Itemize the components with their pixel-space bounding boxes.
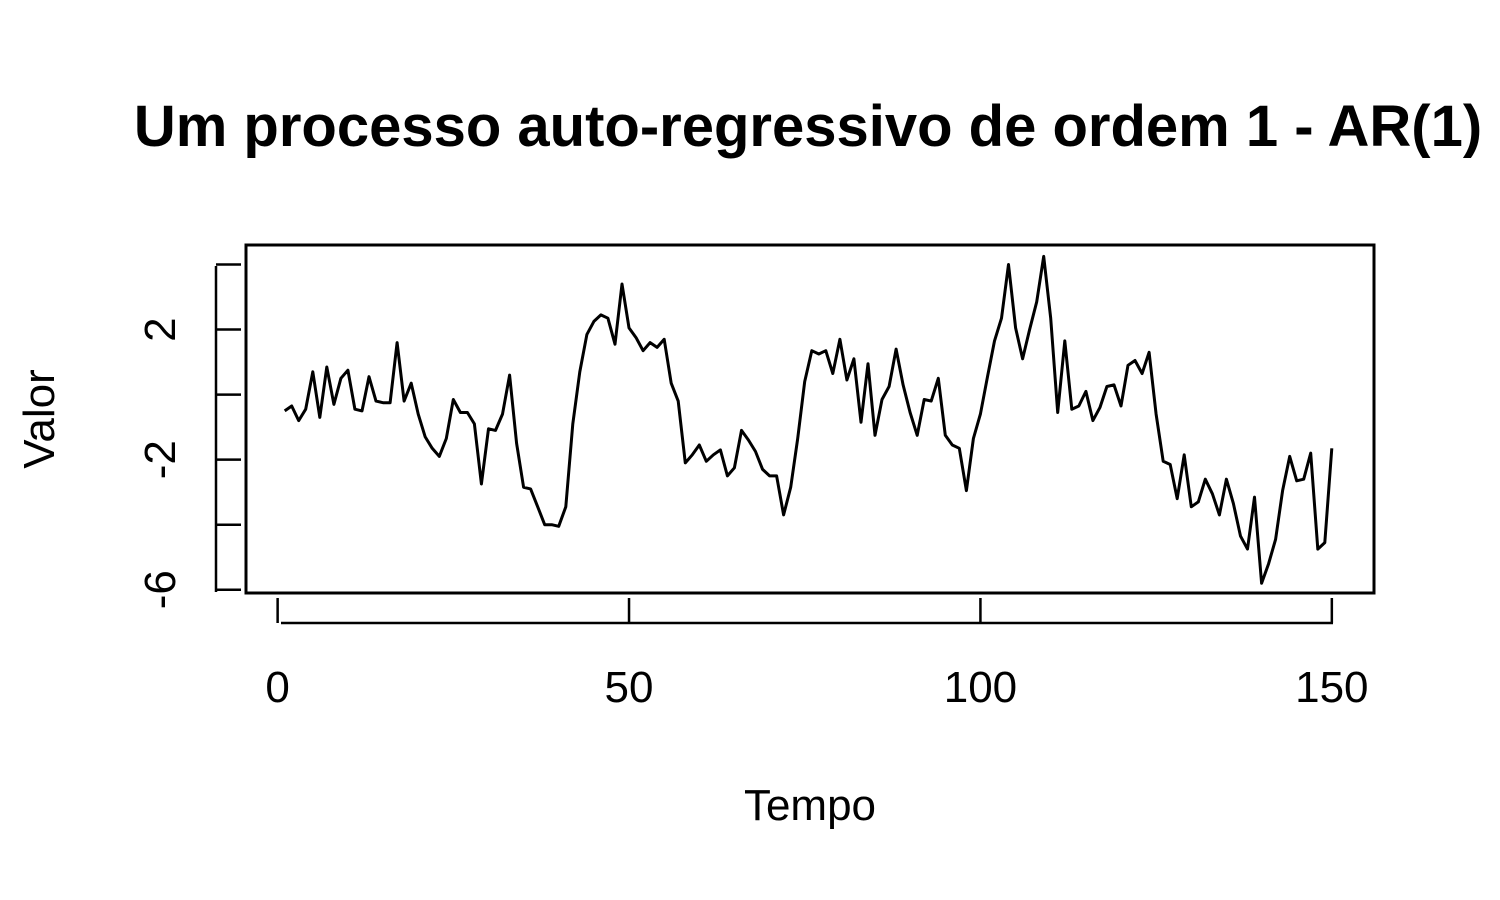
y-tick-label: 2 — [136, 317, 185, 341]
chart-title: Um processo auto-regressivo de ordem 1 -… — [134, 94, 1482, 159]
y-tick-label: -6 — [136, 570, 185, 609]
x-tick-label: 0 — [265, 663, 289, 712]
y-tick-label: -2 — [136, 440, 185, 479]
x-axis-label: Tempo — [744, 781, 876, 830]
y-axis-label: Valor — [15, 369, 64, 468]
series-line — [283, 254, 1334, 585]
x-tick-label: 100 — [944, 663, 1017, 712]
x-axis: 0 50 100 150 — [265, 598, 1369, 712]
plot-box — [244, 243, 1376, 595]
x-tick-label: 150 — [1295, 663, 1368, 712]
y-axis: -6 -2 2 — [136, 263, 241, 609]
x-tick-label: 50 — [605, 663, 654, 712]
